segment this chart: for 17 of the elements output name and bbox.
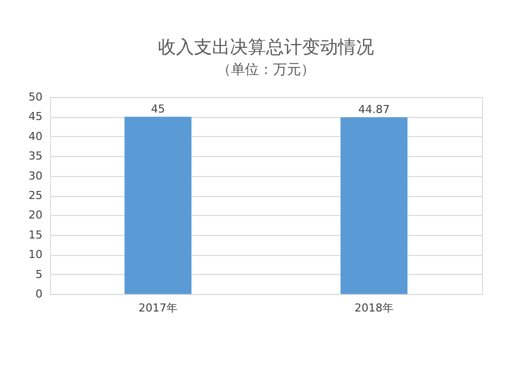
x-tick-label: 2017年 — [138, 302, 178, 314]
y-tick-label: 50 — [28, 90, 42, 104]
data-label: 44.87 — [358, 103, 390, 116]
y-tick-label: 40 — [28, 130, 42, 143]
y-tick-label: 0 — [36, 288, 42, 300]
y-tick-label: 45 — [28, 110, 42, 124]
y-tick-label: 25 — [28, 189, 42, 202]
chart-subtitle: （单位：万元） — [217, 62, 315, 78]
data-label: 45 — [151, 102, 165, 116]
y-tick-label: 30 — [28, 169, 42, 182]
x-tick-label: 2018年 — [354, 302, 394, 314]
y-tick-label: 35 — [28, 150, 42, 163]
y-tick-label: 20 — [28, 208, 42, 222]
y-tick-label: 10 — [28, 248, 42, 262]
chart-title: 收入支出决算总计变动情况 — [158, 37, 374, 58]
y-tick-label: 15 — [28, 228, 42, 242]
y-tick-label: 5 — [36, 268, 42, 281]
